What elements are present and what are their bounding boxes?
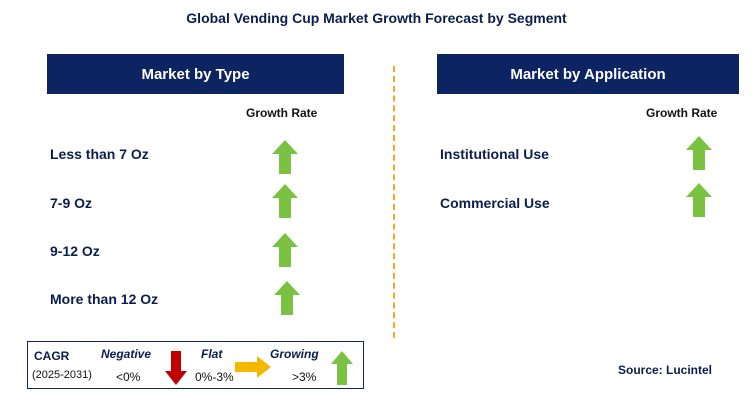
type-row-label-more-than-12-oz: More than 12 Oz xyxy=(50,291,159,307)
chart-title: Global Vending Cup Market Growth Forecas… xyxy=(186,10,567,26)
up-arrow-icon xyxy=(686,183,712,217)
legend-negative-range: <0% xyxy=(116,370,141,384)
up-arrow-icon xyxy=(686,136,712,170)
market-by-type-header: Market by Type xyxy=(47,54,344,94)
type-growth-rate-label: Growth Rate xyxy=(246,106,318,120)
application-row-label-institutional-use: Institutional Use xyxy=(440,146,549,162)
down-arrow-icon xyxy=(165,351,187,385)
up-arrow-icon xyxy=(272,140,298,174)
up-arrow-icon xyxy=(274,281,300,315)
up-arrow-icon xyxy=(272,184,298,218)
up-arrow-icon xyxy=(272,233,298,267)
type-row-label-9-12-oz: 9-12 Oz xyxy=(50,243,100,259)
legend-period: (2025-2031) xyxy=(32,369,92,381)
panel-divider xyxy=(393,66,395,338)
legend-cagr-label: CAGR xyxy=(34,349,70,363)
source-note: Source: Lucintel xyxy=(618,363,713,377)
legend-flat-range: 0%-3% xyxy=(195,370,234,384)
market-by-application-header: Market by Application xyxy=(437,54,739,94)
legend-growing-range: >3% xyxy=(292,370,317,384)
legend-growing-label: Growing xyxy=(270,347,319,361)
application-row-label-commercial-use: Commercial Use xyxy=(440,195,550,211)
type-row-label-7-9-oz: 7-9 Oz xyxy=(50,195,93,211)
application-growth-rate-label: Growth Rate xyxy=(646,106,718,120)
right-arrow-icon xyxy=(235,356,271,378)
legend-flat-label: Flat xyxy=(201,347,223,361)
cagr-legend: CAGR (2025-2031) Negative <0% Flat 0%-3%… xyxy=(27,341,364,389)
type-row-label-less-than-7-oz: Less than 7 Oz xyxy=(50,146,149,162)
legend-negative-label: Negative xyxy=(101,347,152,361)
up-arrow-icon xyxy=(331,351,353,385)
